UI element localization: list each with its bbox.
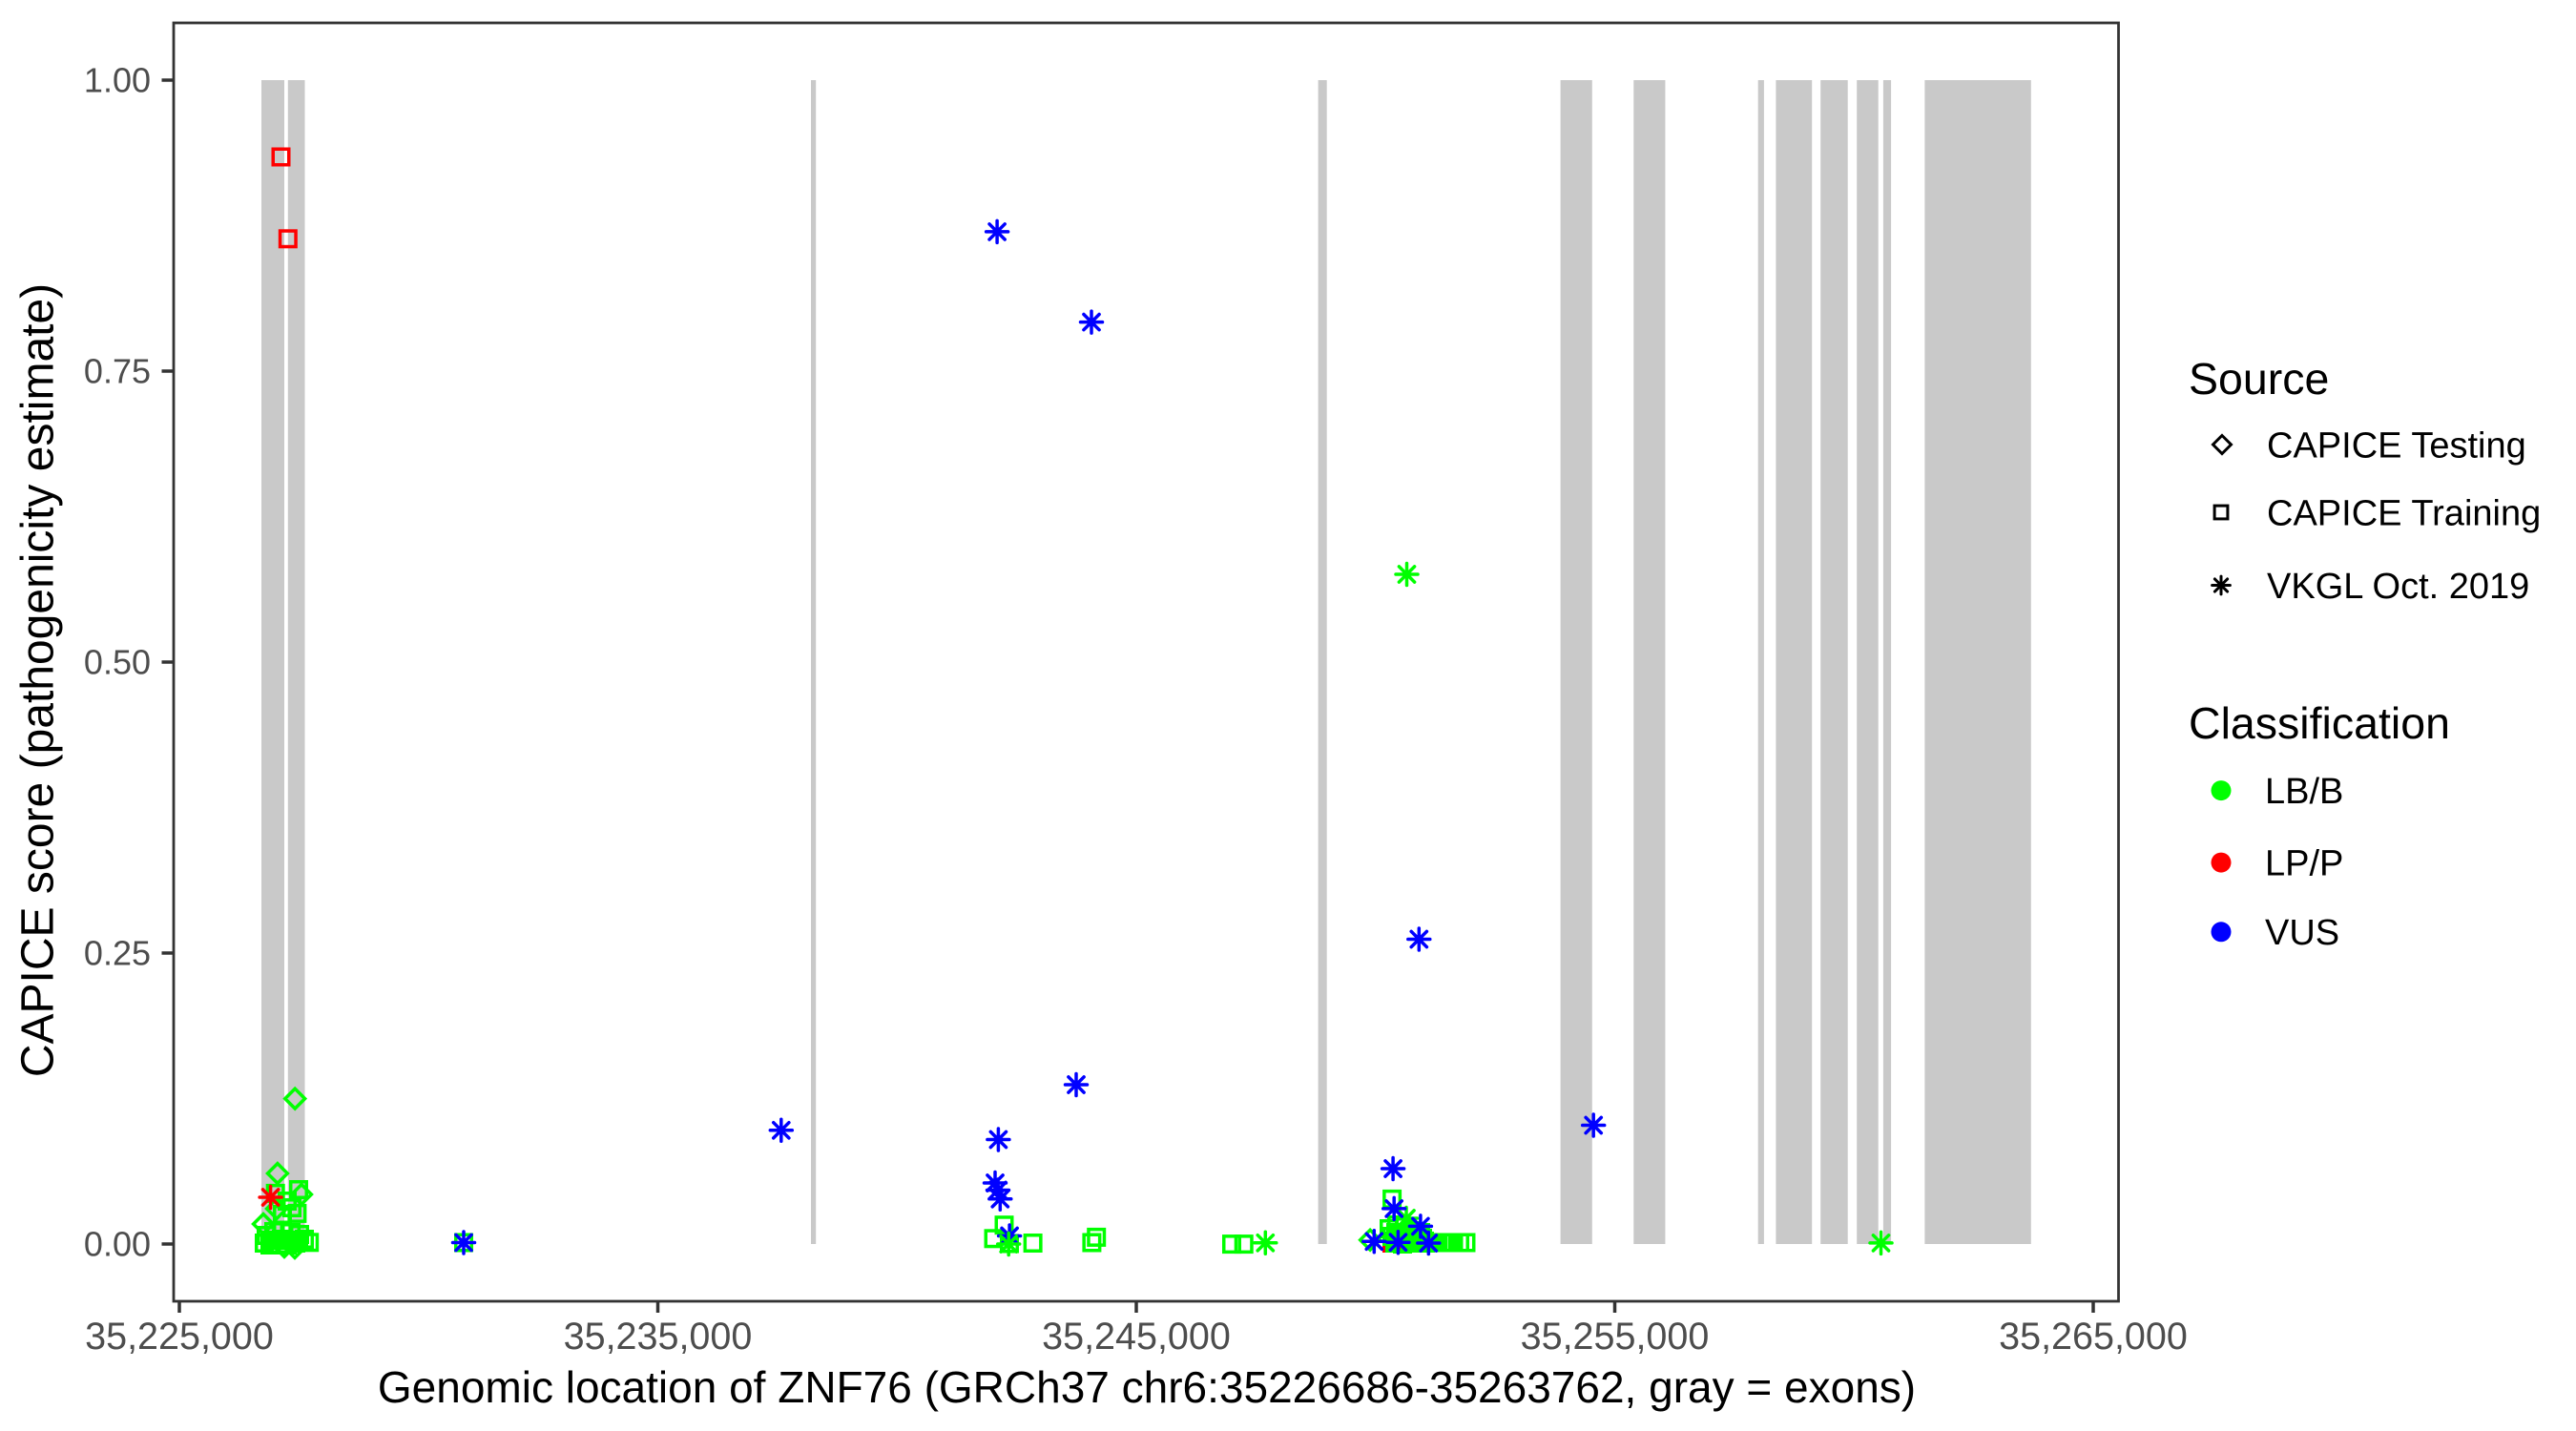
svg-text:0.75: 0.75 <box>84 352 151 391</box>
svg-text:CAPICE Training: CAPICE Training <box>2267 494 2541 534</box>
svg-text:LB/B: LB/B <box>2265 772 2343 812</box>
svg-text:35,265,000: 35,265,000 <box>1999 1316 2188 1358</box>
svg-text:35,245,000: 35,245,000 <box>1042 1316 1231 1358</box>
svg-text:CAPICE Testing: CAPICE Testing <box>2267 426 2526 467</box>
svg-text:0.00: 0.00 <box>84 1225 151 1264</box>
svg-text:Genomic location of ZNF76 (GRC: Genomic location of ZNF76 (GRCh37 chr6:3… <box>378 1362 1916 1412</box>
svg-text:LP/P: LP/P <box>2265 844 2343 884</box>
svg-text:Source: Source <box>2189 354 2329 404</box>
svg-text:VKGL Oct. 2019: VKGL Oct. 2019 <box>2267 567 2529 607</box>
svg-text:35,235,000: 35,235,000 <box>564 1316 753 1358</box>
svg-text:Classification: Classification <box>2189 698 2450 748</box>
svg-text:35,255,000: 35,255,000 <box>1521 1316 1710 1358</box>
svg-text:CAPICE score (pathogenicity es: CAPICE score (pathogenicity estimate) <box>13 283 64 1077</box>
svg-text:VUS: VUS <box>2265 913 2339 953</box>
svg-text:0.50: 0.50 <box>84 643 151 682</box>
svg-text:35,225,000: 35,225,000 <box>85 1316 274 1358</box>
svg-text:1.00: 1.00 <box>84 61 151 100</box>
svg-text:0.25: 0.25 <box>84 934 151 973</box>
